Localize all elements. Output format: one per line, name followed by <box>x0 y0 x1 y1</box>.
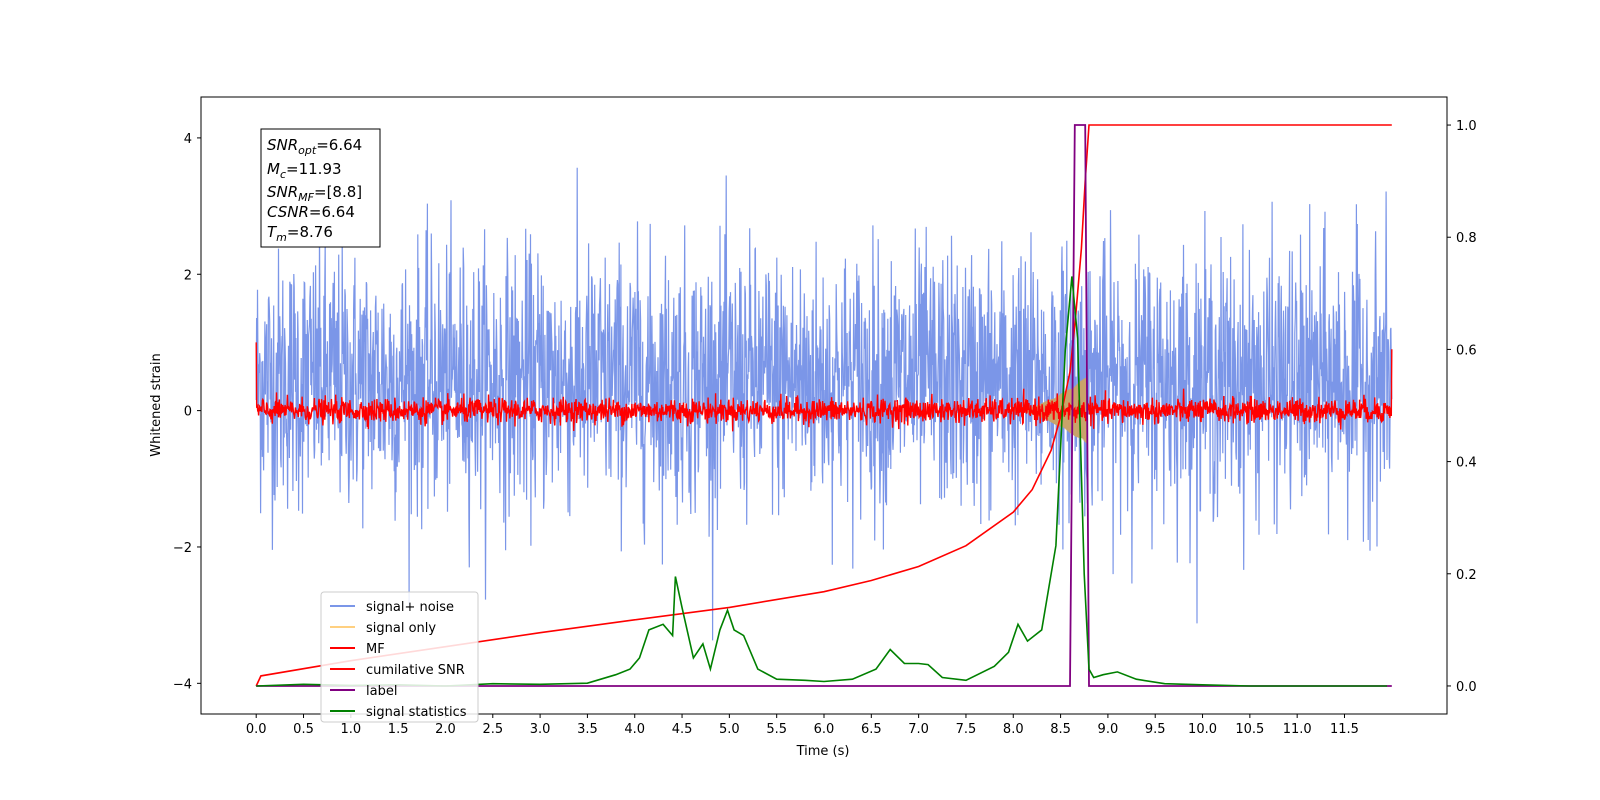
x-tick-label: 4.5 <box>672 722 693 737</box>
x-tick-label: 5.0 <box>719 722 740 737</box>
legend-label: signal only <box>366 621 436 636</box>
x-tick-label: 4.0 <box>624 722 645 737</box>
annotation-line: Tm=8.76 <box>267 223 333 244</box>
series-signal-noise <box>255 167 1393 641</box>
annotation-line: SNRopt=6.64 <box>267 136 362 157</box>
y-right-tick-label: 0.8 <box>1456 231 1477 246</box>
annotation-line: Mc=11.93 <box>267 160 342 181</box>
x-tick-label: 2.5 <box>482 722 503 737</box>
y-right-tick-label: 0.2 <box>1456 568 1477 583</box>
x-tick-label: 5.5 <box>766 722 787 737</box>
x-tick-label: 10.5 <box>1235 722 1264 737</box>
annotation-line: SNRMF=[8.8] <box>267 183 362 204</box>
legend: signal+ noise signal only MF cumilative SNR… <box>320 591 479 723</box>
y-left-tick-label: 2 <box>184 268 192 283</box>
x-tick-label: 7.5 <box>956 722 977 737</box>
x-tick-label: 6.5 <box>861 722 882 737</box>
x-tick-label: 10.0 <box>1188 722 1217 737</box>
y-right-tick-label: 1.0 <box>1456 119 1477 134</box>
y-axis-label: Whitened strain <box>149 353 164 456</box>
y-axis-left: −4 −2 0 2 4 <box>173 132 201 692</box>
legend-label: signal statistics <box>366 705 467 720</box>
series-signal-statistics <box>256 276 1388 687</box>
x-tick-label: 8.0 <box>1003 722 1024 737</box>
y-right-tick-label: 0.4 <box>1456 456 1477 471</box>
y-right-tick-label: 0.6 <box>1456 343 1477 358</box>
x-tick-label: 11.0 <box>1283 722 1312 737</box>
x-tick-label: 0.0 <box>246 722 267 737</box>
y-left-tick-label: −4 <box>173 677 192 692</box>
y-left-tick-label: 4 <box>184 132 192 147</box>
x-axis: 0.0 0.5 1.0 1.5 2.0 2.5 3.0 3.5 4.0 4.5 5.0 5.5 6.0 6… <box>246 714 1359 737</box>
x-tick-label: 8.5 <box>1050 722 1071 737</box>
x-tick-label: 1.5 <box>388 722 409 737</box>
annotation-line: CSNR=6.64 <box>267 203 355 221</box>
legend-frame <box>320 591 479 723</box>
series-layer <box>255 124 1393 687</box>
x-tick-label: 9.5 <box>1145 722 1166 737</box>
x-tick-label: 7.0 <box>908 722 929 737</box>
y-left-tick-label: 0 <box>184 405 192 420</box>
x-tick-label: 1.0 <box>340 722 361 737</box>
x-tick-label: 3.5 <box>577 722 598 737</box>
x-tick-label: 9.0 <box>1098 722 1119 737</box>
y-right-tick-label: 0.0 <box>1456 680 1477 695</box>
y-left-tick-label: −2 <box>173 541 192 556</box>
legend-label: MF <box>366 642 385 657</box>
x-axis-label: Time (s) <box>796 744 850 759</box>
legend-label: label <box>366 684 397 699</box>
series-mf <box>255 342 1393 432</box>
legend-label: cumilative SNR <box>366 663 465 678</box>
annotation-frame <box>260 128 381 248</box>
x-tick-label: 0.5 <box>293 722 314 737</box>
x-tick-label: 3.0 <box>530 722 551 737</box>
x-tick-label: 2.0 <box>435 722 456 737</box>
y-axis-right: 0.0 0.2 0.4 0.6 0.8 1.0 <box>1447 119 1477 695</box>
series-cumulative-snr <box>255 124 1392 687</box>
x-tick-label: 11.5 <box>1330 722 1359 737</box>
series-label <box>256 124 1392 687</box>
legend-label: signal+ noise <box>366 600 454 615</box>
x-tick-label: 6.0 <box>814 722 835 737</box>
